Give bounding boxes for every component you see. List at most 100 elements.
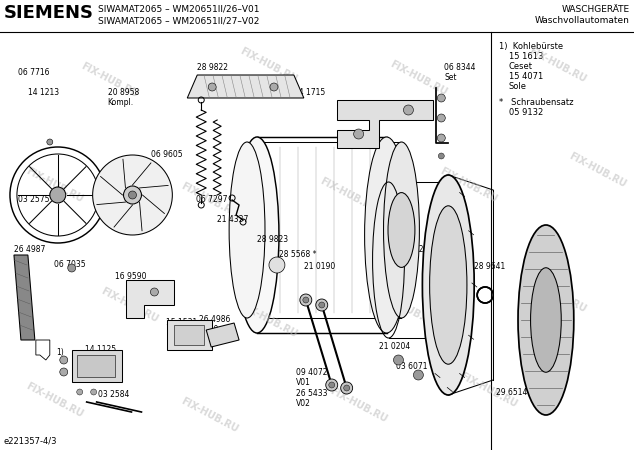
Text: Ceset: Ceset — [509, 62, 533, 71]
Text: 06 9605: 06 9605 — [151, 150, 183, 159]
Ellipse shape — [427, 182, 459, 338]
Text: 26 4987: 26 4987 — [14, 245, 45, 254]
Ellipse shape — [518, 225, 574, 415]
Ellipse shape — [364, 137, 408, 333]
Text: FIX-HUB.RU: FIX-HUB.RU — [378, 291, 439, 329]
Circle shape — [403, 105, 413, 115]
Text: WASCHGERÄTE: WASCHGERÄTE — [562, 5, 630, 14]
Text: 1)  Kohlebürste: 1) Kohlebürste — [499, 42, 563, 51]
Text: 21 0204: 21 0204 — [378, 342, 410, 351]
Text: FIX-HUB.RU: FIX-HUB.RU — [24, 166, 85, 204]
Text: 06 9632: 06 9632 — [392, 245, 423, 254]
Text: 15 1613: 15 1613 — [509, 52, 543, 61]
Text: 28 9822: 28 9822 — [197, 63, 228, 72]
Circle shape — [60, 368, 68, 376]
Text: 28 5568 *: 28 5568 * — [279, 250, 317, 259]
Text: 14 1125: 14 1125 — [85, 345, 116, 354]
Ellipse shape — [430, 206, 467, 364]
Ellipse shape — [235, 137, 279, 333]
Circle shape — [123, 186, 141, 204]
Text: FIX-HUB.RU: FIX-HUB.RU — [238, 46, 300, 84]
Text: 06 7716: 06 7716 — [18, 68, 50, 77]
Polygon shape — [14, 255, 35, 340]
Circle shape — [343, 385, 350, 391]
Polygon shape — [125, 280, 174, 318]
Circle shape — [329, 382, 335, 388]
Text: 06 7035: 06 7035 — [54, 260, 85, 269]
Polygon shape — [187, 75, 304, 98]
Circle shape — [303, 297, 309, 303]
Circle shape — [47, 139, 53, 145]
Circle shape — [91, 389, 97, 395]
Bar — [167, 320, 212, 350]
Text: 14 1715: 14 1715 — [294, 88, 325, 97]
Text: 14 1213: 14 1213 — [28, 88, 59, 97]
Circle shape — [354, 129, 364, 139]
Text: 20 8958
Kompl.: 20 8958 Kompl. — [107, 88, 139, 108]
Text: FIX-HUB.RU: FIX-HUB.RU — [438, 166, 499, 204]
Text: 03 6071: 03 6071 — [396, 362, 428, 371]
Text: FIX-HUB.RU: FIX-HUB.RU — [527, 46, 588, 84]
Text: FIX-HUB.RU: FIX-HUB.RU — [527, 276, 588, 314]
Text: 06 8344
Set: 06 8344 Set — [445, 63, 476, 82]
Text: 03 2575: 03 2575 — [18, 195, 50, 204]
Circle shape — [438, 94, 445, 102]
Circle shape — [208, 83, 216, 91]
Text: Waschvollautomaten: Waschvollautomaten — [535, 16, 630, 25]
Circle shape — [413, 370, 424, 380]
Ellipse shape — [422, 175, 474, 395]
Text: 03 2584: 03 2584 — [98, 390, 129, 399]
Circle shape — [319, 302, 325, 308]
Bar — [72, 350, 121, 382]
Circle shape — [77, 389, 83, 395]
Circle shape — [438, 134, 445, 142]
Circle shape — [93, 155, 172, 235]
Text: FIX-HUB.RU: FIX-HUB.RU — [458, 371, 518, 410]
Text: SIWAMAT2065 – WM20651II/27–V02: SIWAMAT2065 – WM20651II/27–V02 — [98, 16, 259, 25]
Circle shape — [438, 153, 445, 159]
Text: 15 1531: 15 1531 — [167, 318, 198, 327]
Bar — [174, 325, 204, 345]
Circle shape — [151, 288, 158, 296]
Circle shape — [128, 191, 137, 199]
Circle shape — [326, 379, 338, 391]
Bar — [77, 355, 114, 377]
Text: FIX-HUB.RU: FIX-HUB.RU — [388, 58, 449, 97]
Text: Sole: Sole — [509, 82, 527, 91]
Text: FIX-HUB.RU: FIX-HUB.RU — [238, 301, 300, 339]
Text: 29 6514: 29 6514 — [496, 388, 527, 397]
Text: FIX-HUB.RU: FIX-HUB.RU — [99, 286, 160, 324]
Text: 28 9823: 28 9823 — [257, 235, 288, 244]
Text: e221357-4/3: e221357-4/3 — [4, 436, 57, 445]
Polygon shape — [206, 323, 239, 347]
Text: 05 9132: 05 9132 — [509, 108, 543, 117]
Text: FIX-HUB.RU: FIX-HUB.RU — [24, 381, 85, 419]
Text: FIX-HUB.RU: FIX-HUB.RU — [328, 386, 389, 424]
Text: 26 4986
1900 w.: 26 4986 1900 w. — [199, 315, 231, 334]
Polygon shape — [336, 100, 433, 148]
Ellipse shape — [229, 142, 265, 318]
Text: FIX-HUB.RU: FIX-HUB.RU — [567, 151, 628, 189]
Text: 21 4337: 21 4337 — [217, 215, 249, 224]
Text: 28 9641: 28 9641 — [474, 262, 506, 271]
Text: 15 4071: 15 4071 — [509, 72, 543, 81]
Circle shape — [394, 355, 403, 365]
Ellipse shape — [388, 193, 415, 267]
Text: SIEMENS: SIEMENS — [4, 4, 94, 22]
Text: FIX-HUB.RU: FIX-HUB.RU — [80, 61, 140, 99]
Circle shape — [60, 356, 68, 364]
Text: 1): 1) — [56, 348, 64, 357]
Circle shape — [438, 114, 445, 122]
Text: FIX-HUB.RU: FIX-HUB.RU — [319, 176, 379, 214]
Circle shape — [316, 299, 328, 311]
Text: 16 9590: 16 9590 — [114, 272, 146, 281]
Text: FIX-HUB.RU: FIX-HUB.RU — [179, 181, 240, 219]
Circle shape — [269, 257, 285, 273]
Text: SIWAMAT2065 – WM20651II/26–V01: SIWAMAT2065 – WM20651II/26–V01 — [98, 5, 259, 14]
Text: *   Schraubensatz: * Schraubensatz — [499, 98, 574, 107]
Circle shape — [50, 187, 66, 203]
Circle shape — [270, 83, 278, 91]
Text: FIX-HUB.RU: FIX-HUB.RU — [179, 396, 240, 434]
Text: 09 4072
V01
26 5433
V02: 09 4072 V01 26 5433 V02 — [296, 368, 328, 408]
Text: 21 0190: 21 0190 — [304, 262, 335, 271]
